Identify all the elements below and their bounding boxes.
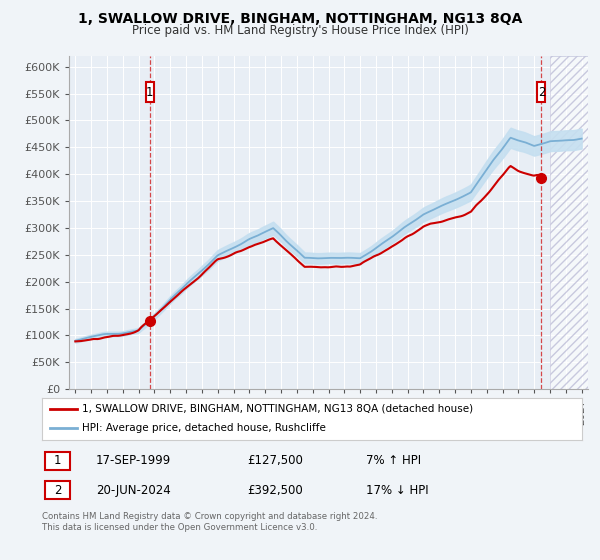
Text: 1, SWALLOW DRIVE, BINGHAM, NOTTINGHAM, NG13 8QA (detached house): 1, SWALLOW DRIVE, BINGHAM, NOTTINGHAM, N…	[83, 404, 473, 414]
Bar	[146, 82, 154, 102]
Bar	[538, 82, 545, 102]
Text: Price paid vs. HM Land Registry's House Price Index (HPI): Price paid vs. HM Land Registry's House …	[131, 24, 469, 37]
Text: 1: 1	[53, 454, 61, 467]
Text: HPI: Average price, detached house, Rushcliffe: HPI: Average price, detached house, Rush…	[83, 423, 326, 433]
Text: 20-JUN-2024: 20-JUN-2024	[96, 484, 171, 497]
Text: 7% ↑ HPI: 7% ↑ HPI	[366, 454, 421, 467]
Text: 17% ↓ HPI: 17% ↓ HPI	[366, 484, 428, 497]
Text: 2: 2	[53, 484, 61, 497]
Text: Contains HM Land Registry data © Crown copyright and database right 2024.
This d: Contains HM Land Registry data © Crown c…	[42, 512, 377, 532]
Text: 2: 2	[538, 86, 545, 99]
Bar	[45, 451, 70, 470]
Bar	[550, 56, 588, 389]
Text: £127,500: £127,500	[247, 454, 303, 467]
Text: 1: 1	[146, 86, 154, 99]
Text: £392,500: £392,500	[247, 484, 303, 497]
Text: 1, SWALLOW DRIVE, BINGHAM, NOTTINGHAM, NG13 8QA: 1, SWALLOW DRIVE, BINGHAM, NOTTINGHAM, N…	[78, 12, 522, 26]
Bar	[45, 481, 70, 500]
Text: 17-SEP-1999: 17-SEP-1999	[96, 454, 171, 467]
